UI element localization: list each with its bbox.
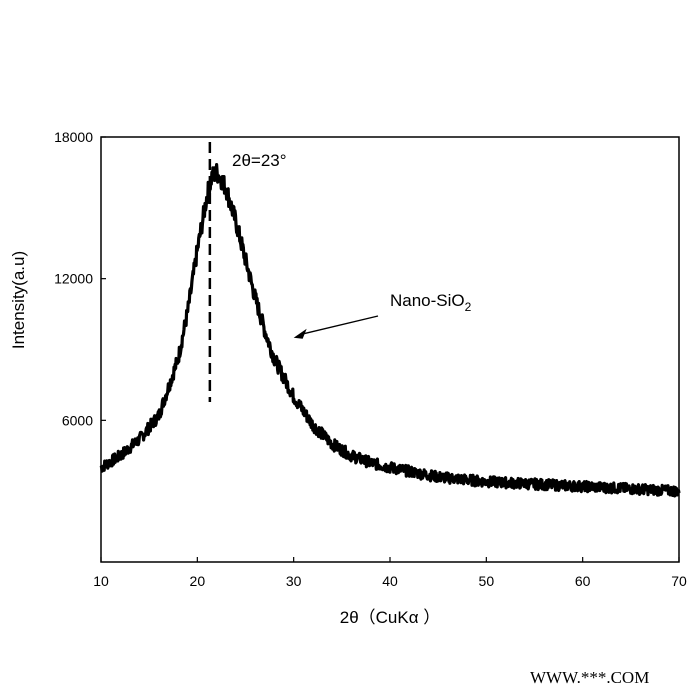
peak-label: 2θ=23° (232, 151, 287, 170)
x-tick-label: 40 (382, 573, 398, 589)
material-arrow-line (299, 315, 379, 336)
x-axis-title: 2θ（CuKα ） (340, 608, 441, 627)
x-tick-label: 10 (93, 573, 109, 589)
series-layer (99, 163, 681, 498)
x-tick-label: 60 (575, 573, 591, 589)
watermark: WWW.***.COM (530, 668, 650, 687)
plot-frame (100, 136, 680, 563)
xrd-series-line (99, 163, 681, 498)
x-tick-label: 20 (190, 573, 206, 589)
y-tick-label: 18000 (54, 129, 93, 145)
x-tick-label: 70 (671, 573, 687, 589)
annotations-layer: 2θ=23° Nano-SiO2 (208, 142, 472, 402)
y-tick-label: 6000 (62, 412, 93, 428)
material-label: Nano-SiO2 (390, 291, 472, 314)
material-arrow-head (293, 328, 307, 339)
y-axis-title: Intensity(a.u) (9, 251, 28, 349)
y-tick-label: 12000 (54, 271, 93, 287)
x-tick-label: 30 (286, 573, 302, 589)
axis-ticks: 10 20 30 40 50 60 70 6000 12000 18000 (54, 129, 687, 589)
x-tick-label: 50 (479, 573, 495, 589)
